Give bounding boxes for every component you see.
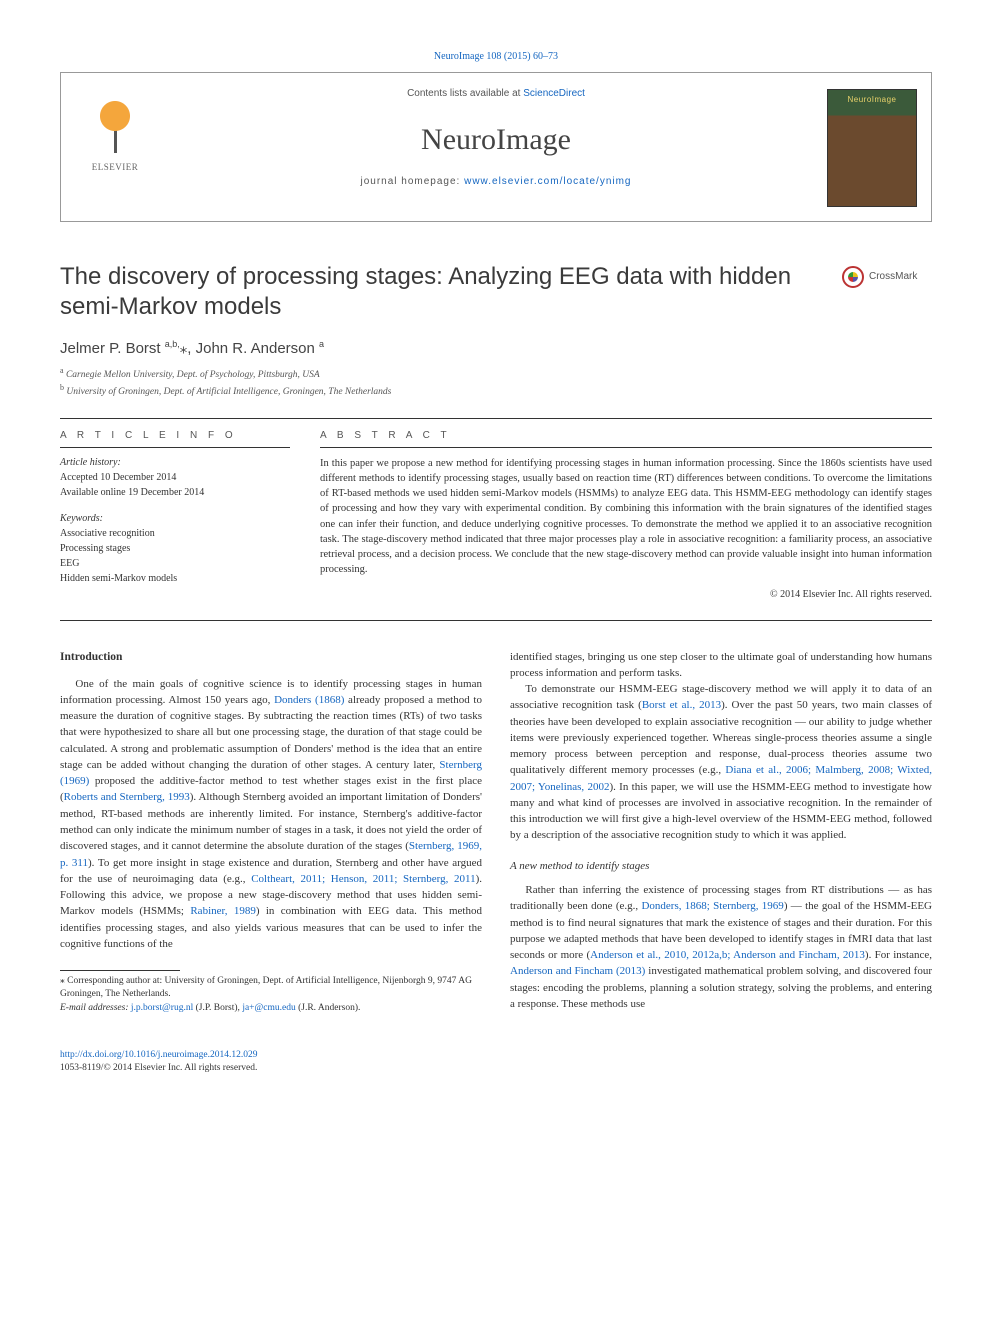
page-footer: http://dx.doi.org/10.1016/j.neuroimage.2…	[60, 1049, 932, 1076]
footnote-rule	[60, 970, 180, 971]
journal-name: NeuroImage	[61, 119, 931, 161]
email-link[interactable]: ja+@cmu.edu	[242, 1003, 295, 1013]
journal-header: ELSEVIER NeuroImage Contents lists avail…	[60, 72, 932, 222]
subsection-heading: A new method to identify stages	[510, 858, 932, 874]
top-citation-link[interactable]: NeuroImage 108 (2015) 60–73	[434, 51, 558, 62]
ref-link[interactable]: Rabiner, 1989	[190, 905, 256, 917]
doi-link[interactable]: http://dx.doi.org/10.1016/j.neuroimage.2…	[60, 1050, 257, 1060]
accepted-date: Accepted 10 December 2014	[60, 470, 290, 485]
journal-thumb-title: NeuroImage	[828, 90, 916, 105]
online-date: Available online 19 December 2014	[60, 485, 290, 500]
publisher-name: ELSEVIER	[75, 161, 155, 174]
body-columns: Introduction One of the main goals of co…	[60, 649, 932, 1015]
elsevier-tree-icon	[85, 95, 145, 155]
intro-paragraph: Rather than inferring the existence of p…	[510, 882, 932, 1012]
article-title: The discovery of processing stages: Anal…	[60, 262, 822, 322]
ref-link[interactable]: Borst et al., 2013	[642, 699, 721, 711]
ref-link[interactable]: Donders (1868)	[274, 694, 344, 706]
journal-cover-thumb: NeuroImage	[827, 89, 917, 207]
crossmark-label: CrossMark	[869, 270, 917, 284]
history-label: Article history:	[60, 456, 290, 470]
keyword-item: Hidden semi-Markov models	[60, 571, 290, 586]
article-info-heading: A R T I C L E I N F O	[60, 429, 290, 443]
affiliation-a: Carnegie Mellon University, Dept. of Psy…	[66, 370, 320, 380]
footnotes: ⁎ Corresponding author at: University of…	[60, 975, 482, 1015]
ref-link[interactable]: Donders, 1868; Sternberg, 1969	[641, 900, 783, 912]
authors-line: Jelmer P. Borst a,b,⁎, John R. Anderson …	[60, 338, 932, 359]
intro-paragraph-cont: identified stages, bringing us one step …	[510, 649, 932, 682]
intro-paragraph: To demonstrate our HSMM-EEG stage-discov…	[510, 681, 932, 844]
keyword-item: EEG	[60, 556, 290, 571]
publisher-logo: ELSEVIER	[75, 95, 155, 195]
contents-line: Contents lists available at ScienceDirec…	[61, 87, 931, 101]
email-link[interactable]: j.p.borst@rug.nl	[131, 1003, 193, 1013]
issn-copyright: 1053-8119/© 2014 Elsevier Inc. All right…	[60, 1063, 257, 1073]
abstract-text: In this paper we propose a new method fo…	[320, 456, 932, 578]
affiliations: a Carnegie Mellon University, Dept. of P…	[60, 365, 932, 400]
affiliation-b: University of Groningen, Dept. of Artifi…	[66, 388, 391, 398]
keywords-label: Keywords:	[60, 512, 290, 526]
divider	[60, 620, 932, 621]
sciencedirect-link[interactable]: ScienceDirect	[523, 88, 585, 99]
homepage-line: journal homepage: www.elsevier.com/locat…	[61, 175, 931, 189]
ref-link[interactable]: Coltheart, 2011; Henson, 2011; Sternberg…	[251, 873, 475, 885]
keyword-item: Associative recognition	[60, 526, 290, 541]
abstract-heading: A B S T R A C T	[320, 429, 932, 443]
ref-link[interactable]: Anderson et al., 2010, 2012a,b; Anderson…	[590, 949, 865, 961]
crossmark-icon	[842, 266, 864, 288]
crossmark-badge[interactable]: CrossMark	[842, 266, 932, 288]
ref-link[interactable]: Anderson and Fincham (2013)	[510, 965, 645, 977]
ref-link[interactable]: Roberts and Sternberg, 1993	[64, 791, 190, 803]
abstract-copyright: © 2014 Elsevier Inc. All rights reserved…	[320, 588, 932, 602]
keyword-item: Processing stages	[60, 541, 290, 556]
divider	[60, 418, 932, 419]
intro-paragraph: One of the main goals of cognitive scien…	[60, 676, 482, 953]
journal-homepage-link[interactable]: www.elsevier.com/locate/ynimg	[464, 176, 631, 187]
top-citation: NeuroImage 108 (2015) 60–73	[60, 50, 932, 64]
introduction-heading: Introduction	[60, 649, 482, 666]
